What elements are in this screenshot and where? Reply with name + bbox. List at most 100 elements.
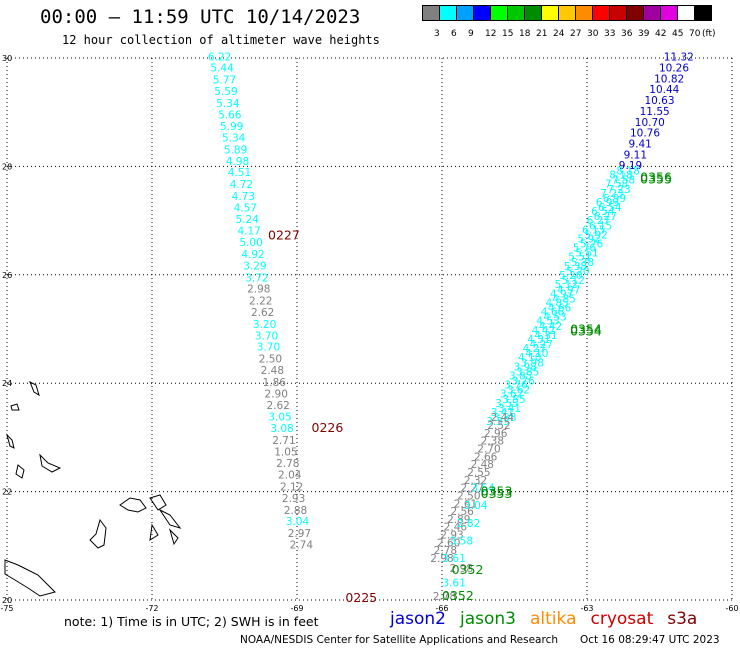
color-scale-label: 45 — [672, 29, 684, 39]
coastline-island — [39, 453, 62, 473]
swh-value: 6.54 — [598, 202, 622, 214]
swh-value: 3.29 — [243, 260, 266, 272]
swh-value: 11.32 — [664, 52, 694, 64]
swh-value: 2.44 — [491, 412, 515, 424]
swh-value: 8.18 — [609, 170, 632, 182]
lon-tick-label: -75 — [0, 604, 13, 613]
swh-value: 4.66 — [548, 303, 572, 315]
swh-value: 3.98 — [514, 361, 537, 373]
color-scale-swatch — [440, 5, 457, 21]
swh-value: 5.92 — [577, 233, 600, 245]
lon-tick-label: -69 — [290, 604, 303, 613]
color-scale-swatch — [695, 5, 712, 21]
swh-value: 10.63 — [644, 95, 674, 107]
swh-value: 8.18 — [616, 166, 639, 178]
color-scale-swatch — [422, 5, 440, 21]
color-scale-swatch — [661, 5, 678, 21]
swh-value: 3.55 — [495, 398, 518, 410]
credit-text: NOAA/NESDIS Center for Satellite Applica… — [240, 634, 558, 646]
page-title: 00:00 – 11:59 UTC 10/14/2023 — [40, 6, 361, 28]
swh-value: 6.27 — [594, 211, 617, 223]
swh-value: 5.12 — [562, 275, 585, 287]
swh-value: 3.04 — [286, 516, 310, 528]
axis-labels: 30 28 26 24 22 20-75 -72 -69 -66 -63 -60 — [0, 54, 738, 613]
swh-value: 4.27 — [523, 343, 546, 355]
color-scale-label: 39 — [638, 29, 650, 39]
legend-item-s3a: s3a — [667, 609, 698, 629]
pass-time-labels: 0227022602250356035503540354035303530352… — [268, 170, 672, 606]
pass-time-label: 0353 — [481, 486, 513, 501]
color-scale-swatch — [457, 5, 474, 21]
swh-value: 3.41 — [491, 407, 514, 419]
color-scale-swatch — [678, 5, 695, 21]
swh-value: 3.55 — [502, 394, 525, 406]
swh-value: 10.70 — [635, 117, 665, 129]
swh-value: 4.53 — [543, 312, 566, 324]
swh-value: 3.98 — [521, 357, 544, 369]
swh-value: 1.05 — [274, 446, 297, 458]
swh-value: 2.22 — [249, 296, 272, 308]
swh-value: 2.62 — [251, 307, 274, 319]
swh-value: 4.51 — [228, 167, 251, 179]
swh-value: 7.23 — [607, 184, 630, 196]
swh-value: 1.86 — [263, 377, 287, 389]
swh-value: 5.38 — [564, 261, 587, 273]
coastline-island — [10, 403, 20, 411]
swh-value: 2.96 — [484, 428, 508, 440]
lat-tick-label: 30 — [2, 54, 12, 63]
swh-value: 2.56 — [450, 506, 474, 518]
lon-tick-label: -60 — [725, 604, 738, 613]
swh-value: 2.98 — [430, 553, 453, 565]
swh-value: 3.61 — [442, 577, 465, 589]
swh-value: 4.27 — [530, 339, 553, 351]
swh-value: 6.99 — [596, 197, 619, 209]
swh-value: 4.42 — [539, 321, 562, 333]
color-scale-label: 18 — [519, 29, 531, 39]
swh-value: 3.70 — [257, 342, 280, 354]
lon-tick-label: -72 — [145, 604, 158, 613]
swh-value: 2.12 — [280, 482, 303, 494]
swh-value: 3.61 — [442, 553, 465, 565]
color-scale-swatch — [644, 5, 661, 21]
swh-value: 10.26 — [659, 63, 689, 75]
swh-value: 6.54 — [591, 206, 615, 218]
swh-value: 5.51 — [568, 252, 591, 264]
swh-value: 10.82 — [654, 73, 684, 85]
swh-value: 4.97 — [550, 288, 573, 300]
swh-value: 2.90 — [265, 388, 288, 400]
credit-line: NOAA/NESDIS Center for Satellite Applica… — [240, 634, 720, 646]
legend-item-jason3: jason3 — [460, 609, 516, 629]
satellite-legend: jason2 jason3 altika cryosat s3a — [390, 609, 711, 629]
color-scale-label: 70 — [689, 29, 701, 39]
color-scale-swatch — [559, 5, 576, 21]
page-subtitle: 12 hour collection of altimeter wave hei… — [62, 33, 380, 47]
swh-value: 5.44 — [210, 63, 234, 75]
lon-tick-label: -66 — [435, 604, 448, 613]
swh-value: 4.53 — [536, 316, 559, 328]
coastline — [4, 380, 182, 597]
swh-value: 3.33 — [486, 416, 509, 428]
footnote: note: 1) Time is in UTC; 2) SWH is in fe… — [64, 614, 319, 629]
swh-value: 2.50 — [259, 354, 282, 366]
color-scale-label: 9 — [468, 29, 474, 39]
generated-timestamp: Oct 16 08:29:47 UTC 2023 — [580, 634, 720, 646]
swh-value: 9.11 — [624, 149, 647, 161]
swh-value: 2.32 — [464, 475, 487, 487]
swh-value: 2.48 — [261, 365, 284, 377]
swh-value: 5.89 — [224, 144, 247, 156]
color-scale-label: 3 — [434, 29, 440, 39]
swh-value: 5.77 — [213, 74, 236, 86]
swh-value: 6.99 — [603, 193, 626, 205]
swh-value: 3.72 — [245, 272, 268, 284]
swh-value: 4.57 — [234, 202, 257, 214]
swh-value: 3.85 — [509, 370, 532, 382]
coastline-island — [149, 523, 159, 541]
swh-value: 7.58 — [612, 175, 635, 187]
color-scale-swatch — [576, 5, 593, 21]
coastline-island — [119, 497, 147, 513]
swh-value: 4.10 — [525, 348, 548, 360]
pass-time-label: 0227 — [268, 228, 300, 243]
pass-time-label: 0226 — [312, 420, 344, 435]
swh-value: 5.51 — [575, 248, 598, 260]
